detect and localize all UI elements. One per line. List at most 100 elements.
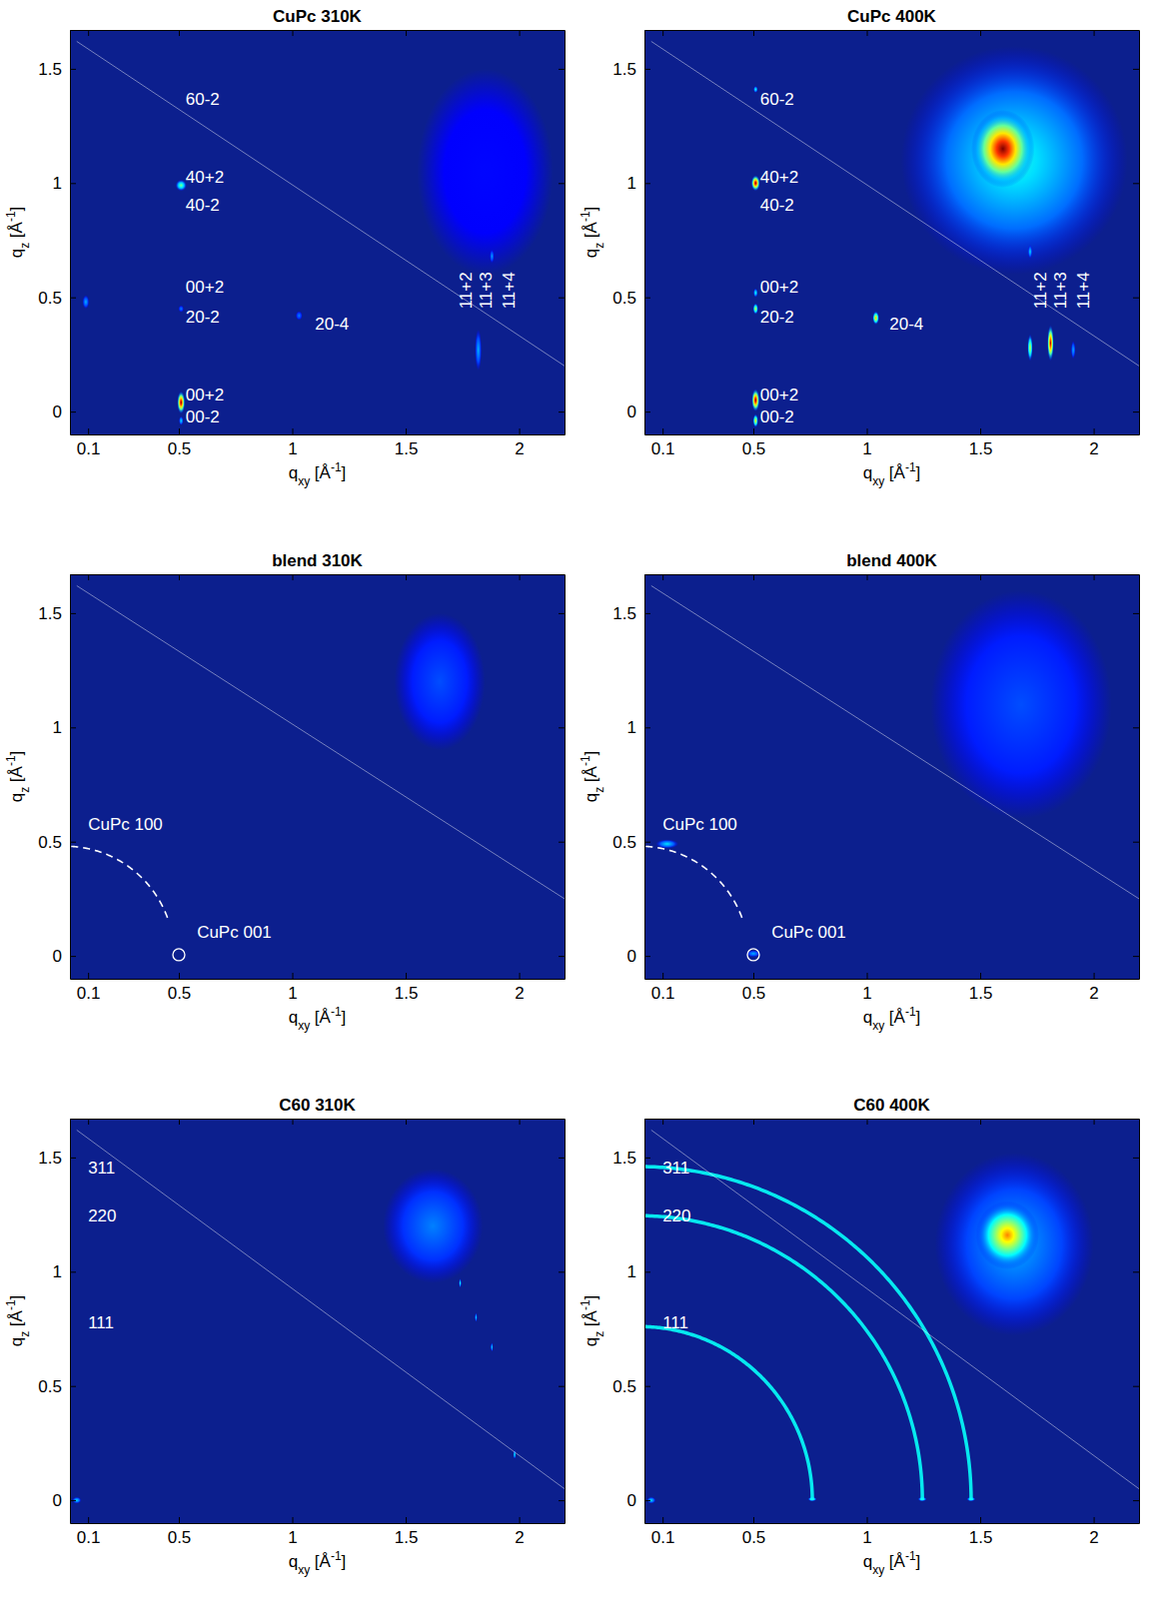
tick: 0.5	[742, 973, 767, 1004]
scattering-spot	[1071, 340, 1077, 359]
tick-label: 1.5	[612, 604, 637, 624]
tick	[558, 1386, 565, 1388]
tick	[867, 1119, 869, 1126]
tick-mark	[87, 428, 89, 435]
annotation: 111	[662, 1313, 689, 1333]
tick-mark	[69, 1157, 76, 1159]
tick-mark	[292, 29, 294, 36]
annotation: 00+2	[760, 385, 799, 405]
annotation: 00-2	[185, 407, 220, 427]
tick-mark	[87, 973, 89, 980]
tick-label: 1	[627, 718, 637, 738]
x-axis-title: qxy [Å-1]	[863, 1005, 922, 1034]
tick-mark	[178, 29, 180, 36]
tick: 1	[627, 1262, 651, 1282]
tick-label: 2	[514, 1528, 524, 1548]
plot-area	[76, 40, 565, 425]
tick-label: 1.5	[394, 439, 419, 459]
axis-title-part: [Å	[6, 1309, 26, 1331]
tick-mark	[87, 1517, 89, 1524]
tick-mark	[405, 1517, 407, 1524]
annotation: 111	[87, 1313, 114, 1333]
panel: 60-240+240-200+220-220-400+200-211+211+3…	[578, 6, 1141, 489]
tick	[662, 29, 664, 36]
tick: 0.5	[37, 288, 76, 308]
guide-line	[651, 40, 1140, 366]
annotation: 11+2	[456, 271, 476, 309]
tick-label: 0.5	[612, 1377, 637, 1397]
tick-mark	[292, 574, 294, 581]
tick	[519, 574, 521, 581]
x-axis-title: qxy [Å-1]	[863, 460, 922, 489]
tick-mark	[1133, 411, 1140, 413]
axis-title-part: ]	[341, 1008, 347, 1028]
tick-label: 0.1	[651, 439, 676, 459]
y-axis-title: qz [Å-1]	[578, 206, 607, 259]
tick-label: 1	[627, 173, 637, 193]
axis-title-part: xy	[297, 1563, 310, 1578]
tick	[1133, 1386, 1140, 1388]
axis: 0.10.511.52	[645, 1517, 1141, 1548]
axis-title-part: xy	[297, 474, 310, 489]
tick-label: 0	[627, 1491, 637, 1511]
tick	[87, 574, 89, 581]
tick-label: 0.5	[37, 1377, 62, 1397]
tick	[558, 1500, 565, 1502]
scattering-spot	[655, 839, 679, 849]
axis: 00.511.5	[612, 575, 651, 981]
tick-mark	[753, 973, 755, 980]
axis-title-part: ]	[916, 1008, 922, 1028]
axis-title-part: q	[288, 1552, 298, 1572]
tick-mark	[867, 1517, 869, 1524]
axis-title-part: q	[6, 248, 26, 258]
tick	[558, 613, 565, 615]
tick: 1	[627, 718, 651, 738]
tick-label: 0	[52, 1491, 62, 1511]
axis-line	[645, 979, 1141, 981]
tick	[558, 1271, 565, 1273]
tick-mark	[87, 1119, 89, 1126]
tick-mark	[662, 428, 664, 435]
axis-title-part: [Å	[581, 765, 601, 787]
x-axis-title: qxy [Å-1]	[288, 1549, 347, 1578]
tick-mark	[1094, 1517, 1096, 1524]
tick	[1133, 1500, 1140, 1502]
tick-label: 0	[52, 402, 62, 422]
scattering-spot	[930, 590, 1113, 820]
tick-mark	[69, 727, 76, 729]
tick-mark	[1133, 1386, 1140, 1388]
plot-area	[644, 1130, 1140, 1504]
panel-title: CuPc 310K	[272, 6, 363, 26]
axis-title-part: ]	[341, 463, 347, 483]
plot-background	[69, 29, 565, 435]
tick-mark	[69, 1386, 76, 1388]
tick: 0.1	[651, 973, 676, 1004]
y-axis-title: qz [Å-1]	[3, 1295, 32, 1348]
annotation: 11+3	[476, 271, 496, 309]
tick: 0.5	[612, 833, 651, 853]
tick-mark	[644, 1386, 651, 1388]
tick-mark	[1094, 29, 1096, 36]
tick-mark	[519, 1119, 521, 1126]
scattering-spot	[901, 45, 1129, 275]
axis-title-part: -1	[3, 755, 18, 767]
tick-mark	[558, 1500, 565, 1502]
tick-label: 1	[862, 439, 872, 459]
tick-label: 2	[1089, 984, 1099, 1004]
scattering-spot	[753, 302, 759, 314]
annotation: 20-4	[314, 314, 349, 334]
tick-mark	[519, 1517, 521, 1524]
tick-mark	[1133, 1271, 1140, 1273]
tick-mark	[178, 1119, 180, 1126]
axis-title-part: -1	[905, 1549, 917, 1564]
tick: 1.5	[969, 973, 994, 1004]
tick-mark	[980, 973, 982, 980]
panel-title: blend 310K	[271, 551, 363, 571]
annotation: 20-4	[889, 314, 924, 334]
annotation: 60-2	[185, 89, 220, 109]
axis-line	[70, 1523, 566, 1525]
annotation: 11+2	[1031, 271, 1051, 309]
tick-mark	[87, 29, 89, 36]
axis-line	[645, 1119, 1141, 1121]
axis	[558, 575, 566, 981]
